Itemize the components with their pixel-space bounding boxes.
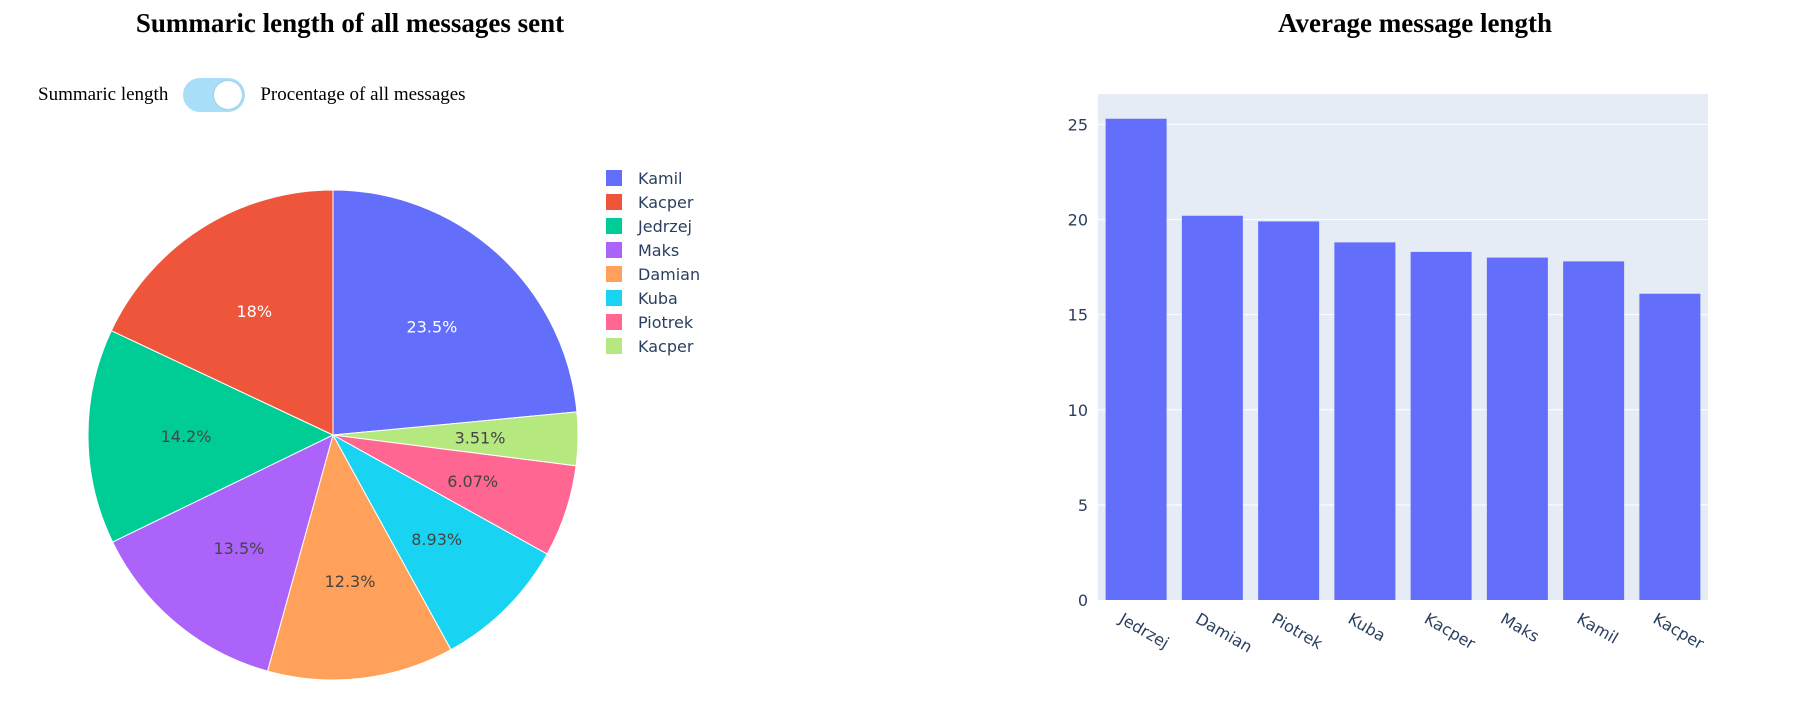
legend-swatch[interactable] <box>606 290 622 306</box>
legend-item-label[interactable]: Kacper <box>638 337 694 356</box>
x-tick-label: Damian <box>1192 609 1255 657</box>
pie-slice <box>111 434 334 672</box>
pie-slice-label: 3.51% <box>455 428 506 447</box>
toggle-right-label: Procentage of all messages <box>260 84 466 105</box>
legend-swatch[interactable] <box>606 266 622 282</box>
bar <box>1105 118 1167 601</box>
plot-area <box>1098 94 1708 600</box>
y-tick-label: 10 <box>1068 401 1088 420</box>
y-tick-label: 5 <box>1078 496 1088 515</box>
pie-slice <box>87 329 335 543</box>
pie-slice-label: 13.5% <box>214 539 265 558</box>
x-tick-label: Piotrek <box>1269 609 1327 653</box>
legend-swatch[interactable] <box>606 194 622 210</box>
switch-knob <box>214 81 243 109</box>
pie-chart-title: Summaric length of all messages sent <box>135 8 565 38</box>
pie-slice <box>332 189 578 436</box>
y-tick-label: 25 <box>1068 115 1088 134</box>
legend-item-label[interactable]: Kamil <box>638 169 683 188</box>
pie-slice-label: 18% <box>236 302 272 321</box>
legend-item-label[interactable]: Maks <box>638 241 679 260</box>
legend-swatch[interactable] <box>606 338 622 354</box>
x-tick-label: Kacper <box>1421 609 1479 653</box>
pie-slice <box>110 189 334 436</box>
display-mode-switch[interactable] <box>183 78 246 112</box>
pie-slice-label: 14.2% <box>161 427 212 446</box>
pie-slice <box>331 433 548 651</box>
bar-chart-title: Average message length <box>1278 8 1552 38</box>
bar <box>1334 242 1396 600</box>
x-tick-label: Kacper <box>1650 609 1708 653</box>
legend-item-label[interactable]: Damian <box>638 265 700 284</box>
legend-swatch[interactable] <box>606 242 622 258</box>
y-tick-label: 15 <box>1068 306 1088 325</box>
legend-item-label[interactable]: Kacper <box>638 193 694 212</box>
x-tick-label: Kamil <box>1574 609 1622 648</box>
x-tick-label: Jedrzej <box>1115 609 1172 653</box>
pie-slice <box>266 433 452 681</box>
legend-item-label[interactable]: Jedrzej <box>637 217 692 236</box>
bar <box>1486 257 1548 600</box>
bar <box>1563 261 1625 600</box>
display-mode-toggle-row: Summaric length Procentage of all messag… <box>38 78 466 112</box>
pie-slice-label: 8.93% <box>411 530 462 549</box>
legend-swatch[interactable] <box>606 170 622 186</box>
pie-slice-label: 12.3% <box>325 572 376 591</box>
y-tick-label: 20 <box>1068 211 1088 230</box>
bar <box>1639 293 1701 600</box>
legend-item-label[interactable]: Kuba <box>638 289 678 308</box>
bar <box>1258 221 1320 601</box>
pie-chart: 23.5% 3.51% 6.07% 8.93% 12.3% 13.5% 14.2% 18% Ka… <box>87 169 700 681</box>
legend-swatch[interactable] <box>606 314 622 330</box>
bar <box>1410 251 1472 601</box>
x-tick-label: Kuba <box>1345 609 1389 645</box>
y-tick-label: 0 <box>1078 591 1088 610</box>
toggle-left-label: Summaric length <box>38 84 169 105</box>
x-tick-label: Maks <box>1497 609 1542 646</box>
pie-slice-label: 23.5% <box>407 317 458 336</box>
legend-swatch[interactable] <box>606 218 622 234</box>
pie-slice-label: 6.07% <box>447 472 498 491</box>
legend-item-label[interactable]: Piotrek <box>638 313 694 332</box>
bar <box>1181 215 1243 600</box>
